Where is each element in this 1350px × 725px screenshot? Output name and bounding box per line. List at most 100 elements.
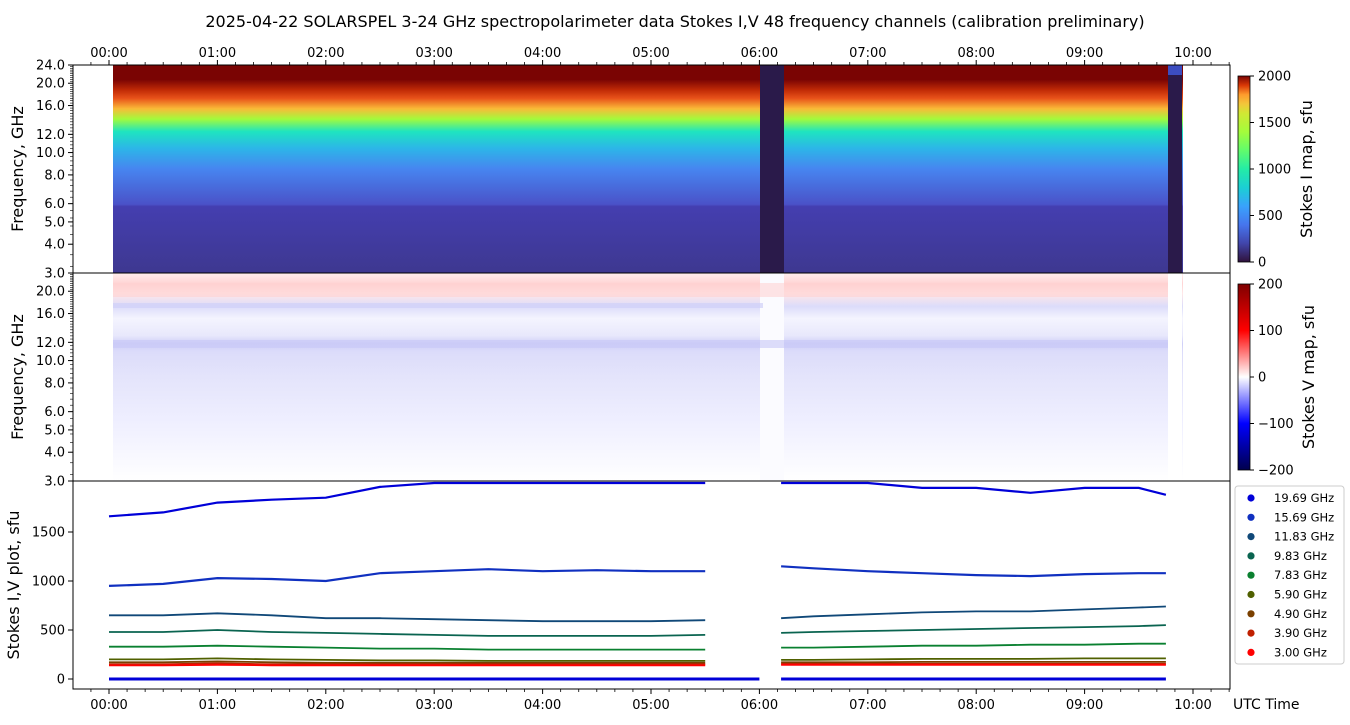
top-tick-label: 02:00 xyxy=(307,46,344,61)
bottom-tick-label: 02:00 xyxy=(307,698,344,713)
bottom-tick-label: 05:00 xyxy=(632,698,669,713)
colorbar-tick-label: 0 xyxy=(1258,371,1266,386)
y-tick-label: 6.0 xyxy=(44,405,65,420)
legend-label: 4.90 GHz xyxy=(1274,607,1327,621)
bottom-tick-label: 09:00 xyxy=(1066,698,1103,713)
series-line xyxy=(109,605,1166,623)
plot-ylabel: Stokes I,V plot, sfu xyxy=(4,511,23,660)
legend-marker xyxy=(1247,513,1255,521)
y-tick-label: 24.0 xyxy=(36,59,65,74)
legend-label: 7.83 GHz xyxy=(1274,568,1327,582)
top-tick-label: 03:00 xyxy=(415,46,452,61)
legend-marker xyxy=(1247,533,1255,541)
y-tick-label: 12.0 xyxy=(36,336,65,351)
bottom-tick-label: 00:00 xyxy=(90,698,127,713)
colorbar-tick-label: −200 xyxy=(1258,464,1294,479)
series-line xyxy=(108,481,1167,518)
legend-marker xyxy=(1247,552,1255,560)
y-tick-label: 500 xyxy=(40,624,65,639)
stokes-v-colorbar: 200 100 0 −100 −200 Stokes V map, sfu xyxy=(1237,278,1318,479)
y-tick-label: 10.0 xyxy=(36,146,65,161)
y-tick-label: 8.0 xyxy=(44,376,65,391)
series-line xyxy=(108,565,1166,587)
y-tick-label: 5.0 xyxy=(44,215,65,230)
legend-marker xyxy=(1247,494,1255,502)
colorbar-tick-label: 0 xyxy=(1258,256,1266,271)
y-tick-label: 16.0 xyxy=(36,99,65,114)
bottom-tick-label: 08:00 xyxy=(957,698,994,713)
top-tick-label: 06:00 xyxy=(741,46,778,61)
colorbar-tick-label: 100 xyxy=(1258,324,1283,339)
y-tick-label: 5.0 xyxy=(44,423,65,438)
y-tick-label: 1000 xyxy=(32,575,65,590)
stokes-v-panel: 3.0 4.0 5.0 6.0 8.0 10.0 12.0 16.0 20.0 Frequenc… xyxy=(8,272,1231,490)
stokes-i-ylabel: Frequency, GHz xyxy=(8,106,27,232)
top-tick-label: 05:00 xyxy=(632,46,669,61)
series-line xyxy=(109,663,1166,667)
legend-marker xyxy=(1247,648,1255,657)
bottom-tick-label: 10:00 xyxy=(1174,698,1211,713)
legend-label: 9.83 GHz xyxy=(1274,549,1327,563)
plot-lines xyxy=(108,481,1167,681)
legend-label: 3.90 GHz xyxy=(1274,626,1327,640)
legend-label: 15.69 GHz xyxy=(1274,510,1334,524)
series-line xyxy=(109,660,1166,664)
legend-label: 11.83 GHz xyxy=(1274,530,1334,544)
legend-label: 19.69 GHz xyxy=(1274,491,1334,505)
bottom-tick-label: 03:00 xyxy=(415,698,452,713)
top-time-axis: 00:00 01:00 02:00 03:00 04:00 05:00 06:00 07:00… xyxy=(90,46,1230,65)
stokes-i-heatmap xyxy=(113,65,1183,273)
bottom-tick-label: 07:00 xyxy=(849,698,886,713)
bottom-tick-label: 06:00 xyxy=(741,698,778,713)
bottom-time-axis: 00:00 01:00 02:00 03:00 04:00 05:00 06:00 07:00… xyxy=(90,689,1230,713)
plot-yticks: 0 500 1000 1500 xyxy=(32,526,73,688)
series-line xyxy=(109,662,1166,666)
stokes-i-gap-1 xyxy=(760,65,784,273)
colorbar-tick-label: 1500 xyxy=(1258,116,1291,131)
y-tick-label: 4.0 xyxy=(44,238,65,253)
legend-marker xyxy=(1247,629,1255,637)
legend-label: 5.90 GHz xyxy=(1274,588,1327,602)
y-tick-label: 4.0 xyxy=(44,446,65,461)
y-tick-label: 16.0 xyxy=(36,307,65,322)
colorbar-tick-label: 1000 xyxy=(1258,163,1291,178)
legend-marker xyxy=(1247,571,1255,579)
stokes-i-panel: 3.0 4.0 5.0 6.0 8.0 10.0 12.0 16.0 20.0 24.0 Freq… xyxy=(8,59,1231,282)
y-tick-label: 6.0 xyxy=(44,197,65,212)
top-tick-label: 09:00 xyxy=(1066,46,1103,61)
stokes-v-ylabel: Frequency, GHz xyxy=(8,314,27,440)
colorbar-tick-label: −100 xyxy=(1258,417,1294,432)
series-line xyxy=(109,657,1166,662)
top-tick-label: 01:00 xyxy=(199,46,236,61)
y-tick-label: 20.0 xyxy=(36,285,65,300)
bottom-tick-label: 01:00 xyxy=(199,698,236,713)
stokes-iv-plot-panel: 0 500 1000 1500 Stokes I,V plot, sfu xyxy=(4,480,1231,690)
legend-label: 3.00 GHz xyxy=(1274,645,1327,659)
stokes-i-colorbar: 0 500 1000 1500 2000 Stokes I map, sfu xyxy=(1237,70,1316,271)
stokes-v-colorbar-label: Stokes V map, sfu xyxy=(1299,305,1318,449)
figure-title: 2025-04-22 SOLARSPEL 3-24 GHz spectropol… xyxy=(205,12,1144,31)
x-axis-label: UTC Time xyxy=(1233,697,1299,713)
legend-marker xyxy=(1247,590,1255,599)
colorbar-tick-label: 2000 xyxy=(1258,70,1291,85)
top-tick-label: 08:00 xyxy=(957,46,994,61)
stokes-v-yticks: 3.0 4.0 5.0 6.0 8.0 10.0 12.0 16.0 20.0 xyxy=(36,272,73,490)
y-tick-label: 20.0 xyxy=(36,77,65,92)
series-line xyxy=(109,642,1166,651)
y-tick-label: 0 xyxy=(57,673,65,688)
stokes-i-gap-2 xyxy=(1168,65,1182,273)
legend-marker xyxy=(1247,610,1255,618)
bottom-tick-label: 04:00 xyxy=(524,698,561,713)
top-tick-label: 07:00 xyxy=(849,46,886,61)
y-tick-label: 8.0 xyxy=(44,168,65,183)
y-tick-label: 3.0 xyxy=(44,267,65,282)
top-tick-label: 00:00 xyxy=(90,46,127,61)
top-tick-label: 04:00 xyxy=(524,46,561,61)
y-tick-label: 1500 xyxy=(32,526,65,541)
legend: 19.69 GHz 15.69 GHz 11.83 GHz 9.83 GHz 7.83 … xyxy=(1234,485,1345,665)
y-tick-label: 10.0 xyxy=(36,354,65,369)
stokes-i-yticks: 3.0 4.0 5.0 6.0 8.0 10.0 12.0 16.0 20.0 24.0 xyxy=(36,59,73,282)
y-tick-label: 12.0 xyxy=(36,128,65,143)
y-tick-label: 3.0 xyxy=(44,475,65,490)
